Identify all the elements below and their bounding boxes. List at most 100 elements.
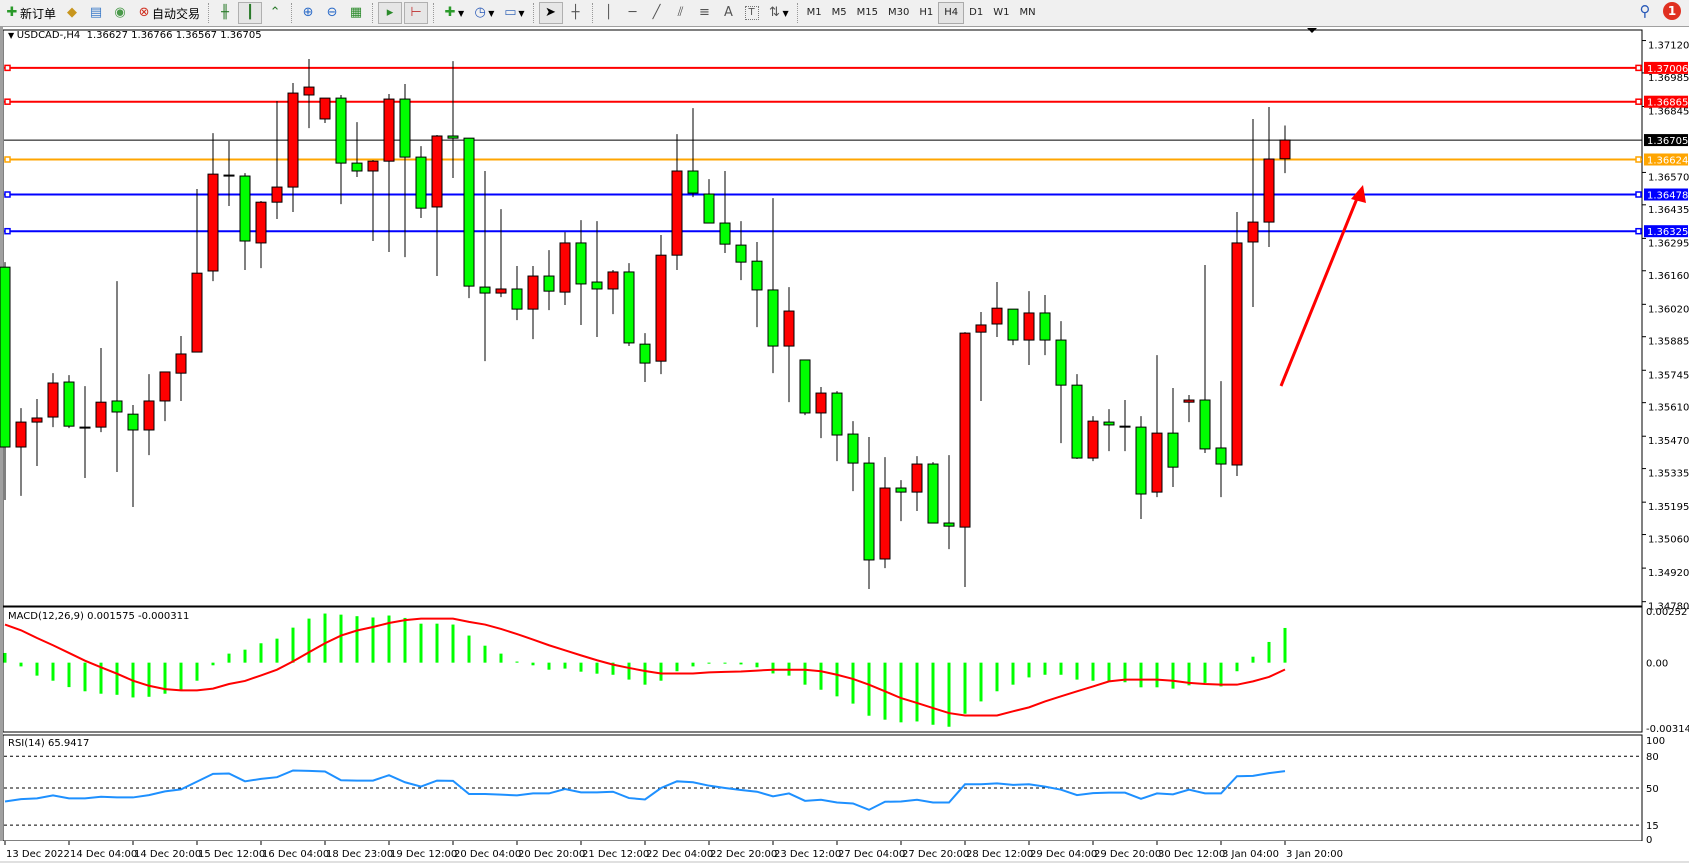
bearish-candle xyxy=(1215,447,1227,465)
bearish-candle xyxy=(415,156,427,209)
annotation-arrow[interactable] xyxy=(1279,195,1360,387)
bearish-candle xyxy=(1055,339,1067,386)
line-handle[interactable] xyxy=(4,227,11,235)
timeframe-d1[interactable]: D1 xyxy=(969,7,984,18)
macd-histogram-bar xyxy=(1155,662,1159,688)
main-chart-panel xyxy=(2,29,1643,607)
arrow-head-icon xyxy=(1351,185,1366,203)
price-label-box xyxy=(1644,225,1688,238)
bullish-candle xyxy=(655,254,667,362)
macd-histogram-bar xyxy=(1219,662,1223,687)
bearish-candle xyxy=(1167,432,1179,468)
new-order-icon: ✚ xyxy=(6,5,18,20)
time-axis-label: 23 Dec 12:00 xyxy=(774,849,841,860)
timeframe-m1[interactable]: M1 xyxy=(806,7,822,18)
auto-scroll-button[interactable]: ▸ xyxy=(378,2,403,24)
line-handle[interactable] xyxy=(1635,98,1642,105)
cursor-tool-button[interactable]: ➤ xyxy=(538,2,563,24)
line-chart-icon: ⌃ xyxy=(269,5,281,20)
zoom-out-button[interactable]: ⊖ xyxy=(321,2,343,24)
line-chart-button[interactable]: ⌃ xyxy=(264,2,286,24)
bullish-candle xyxy=(31,417,43,423)
text-tool[interactable]: A xyxy=(718,2,740,24)
macd-histogram-bar xyxy=(1267,641,1271,663)
macd-histogram-bar xyxy=(995,662,999,692)
line-handle[interactable] xyxy=(4,98,11,105)
chart-shift-button[interactable]: ⊢ xyxy=(404,2,429,24)
price-tick-label: 1.37120 xyxy=(1648,41,1689,52)
line-handle[interactable] xyxy=(1635,227,1642,235)
timeframe-h4[interactable]: H4 xyxy=(938,2,965,24)
timeframe-mn[interactable]: MN xyxy=(1019,7,1036,18)
text-label-icon: T xyxy=(744,6,759,20)
navigator-button[interactable]: ▤ xyxy=(85,2,107,24)
macd-histogram-bar xyxy=(867,662,871,716)
timeframe-w1[interactable]: W1 xyxy=(993,7,1010,18)
chart-shift-marker-icon[interactable] xyxy=(1307,28,1317,33)
macd-histogram-bar xyxy=(83,662,87,692)
chart-window[interactable]: 1.37120 1.36985 1.36845 1.36570 1.36435 1.362… xyxy=(0,27,1689,863)
timeframe-h1[interactable]: H1 xyxy=(919,7,934,18)
timeframe-m5[interactable]: M5 xyxy=(831,7,847,18)
macd-histogram-bar xyxy=(483,645,487,663)
macd-histogram-bar xyxy=(1123,662,1127,683)
price-tick-label: 1.35195 xyxy=(1648,502,1689,513)
zoom-in-button[interactable]: ⊕ xyxy=(297,2,319,24)
macd-histogram-bar xyxy=(35,662,39,676)
macd-histogram-bar xyxy=(1251,656,1255,663)
market-watch-button[interactable]: ◆ xyxy=(61,2,83,24)
rsi-axis-label: 100 xyxy=(1646,736,1665,747)
bearish-candle xyxy=(767,289,779,347)
bullish-candle xyxy=(959,332,971,528)
timeframe-m15[interactable]: M15 xyxy=(856,7,879,18)
candlestick-chart-button[interactable]: ┃ xyxy=(238,2,263,24)
bearish-candle xyxy=(623,271,635,344)
equidistant-channel-tool[interactable]: ⫽ xyxy=(670,2,692,24)
bearish-candle xyxy=(591,281,603,290)
bar-chart-button[interactable]: ╫ xyxy=(214,2,236,24)
indicators-dropdown[interactable]: ✚ ▼ xyxy=(439,2,467,24)
line-handle[interactable] xyxy=(1635,191,1642,198)
vertical-line-tool[interactable]: │ xyxy=(598,2,620,24)
timeframe-m30[interactable]: M30 xyxy=(888,7,910,18)
line-handle[interactable] xyxy=(4,156,11,163)
trendline-tool[interactable]: ╱ xyxy=(646,2,668,24)
search-icon[interactable]: ⚲ xyxy=(1639,2,1651,20)
templates-dropdown[interactable]: ▭ ▼ xyxy=(499,2,527,24)
price-tick-label: 1.34920 xyxy=(1648,568,1689,579)
line-handle[interactable] xyxy=(4,191,11,198)
line-handle[interactable] xyxy=(4,64,11,72)
price-tick-label: 1.35470 xyxy=(1648,436,1689,447)
time-axis-label: 3 Jan 04:00 xyxy=(1222,849,1279,860)
text-label-tool[interactable]: T xyxy=(742,2,762,24)
toolbar-separator xyxy=(796,3,798,23)
auto-trading-button[interactable]: ⊗ 自动交易 xyxy=(133,2,203,24)
template-icon: ▭ xyxy=(504,5,517,20)
macd-histogram-bar xyxy=(339,614,343,663)
collapse-triangle-icon[interactable]: ▼ xyxy=(8,31,17,40)
new-order-button[interactable]: ✚ 新订单 xyxy=(1,2,59,24)
price-label: 1.36624 xyxy=(1647,155,1688,166)
toolbar-right: ⚲ 1 xyxy=(1637,2,1681,20)
line-handle[interactable] xyxy=(1635,156,1642,163)
bearish-candle xyxy=(831,392,843,436)
line-handle[interactable] xyxy=(1635,64,1642,72)
bullish-candle xyxy=(975,324,987,333)
candlestick-icon: ┃ xyxy=(246,5,254,20)
fibonacci-tool[interactable]: ≡ xyxy=(694,2,716,24)
macd-axis-label: 0.00 xyxy=(1646,659,1668,670)
horizontal-line-tool[interactable]: ─ xyxy=(622,2,644,24)
bearish-candle xyxy=(895,487,907,493)
toolbar-separator xyxy=(591,3,593,23)
time-axis-label: 30 Dec 12:00 xyxy=(1158,849,1225,860)
arrows-dropdown[interactable]: ⇅ ▼ xyxy=(764,2,792,24)
tile-windows-button[interactable]: ▦ xyxy=(345,2,367,24)
macd-histogram-bar xyxy=(211,662,215,666)
periods-dropdown[interactable]: ◷ ▼ xyxy=(469,2,497,24)
notification-badge[interactable]: 1 xyxy=(1663,2,1681,20)
bullish-candle xyxy=(95,401,107,428)
signals-button[interactable]: ◉ xyxy=(109,2,131,24)
crosshair-tool-button[interactable]: ┼ xyxy=(565,2,587,24)
chart-canvas[interactable]: 1.37120 1.36985 1.36845 1.36570 1.36435 1.362… xyxy=(0,27,1689,863)
price-label: 1.36325 xyxy=(1647,227,1688,238)
